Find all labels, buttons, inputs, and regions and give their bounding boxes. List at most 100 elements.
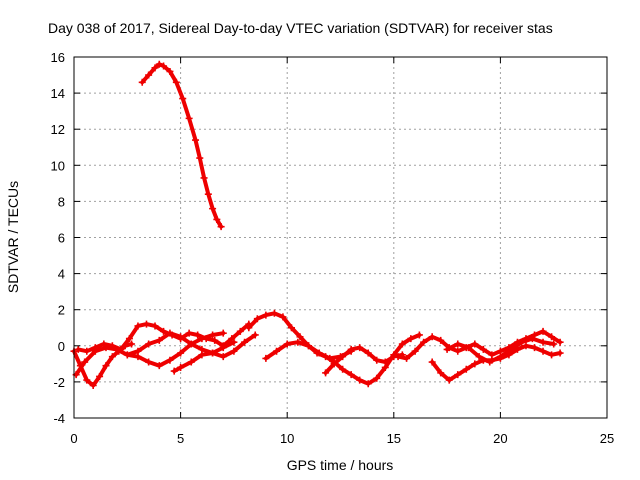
data-point-marker — [531, 344, 539, 352]
data-point-marker — [253, 315, 261, 323]
data-point-marker — [155, 60, 163, 68]
x-axis-label: GPS time / hours — [287, 457, 394, 473]
data-point-marker — [443, 345, 451, 353]
y-tick-label: 10 — [51, 158, 65, 173]
data-point-marker — [471, 340, 479, 348]
data-point-marker — [394, 353, 402, 361]
data-point-marker — [155, 336, 163, 344]
y-tick-label: 0 — [58, 339, 65, 354]
data-point-marker — [251, 331, 259, 339]
data-point-marker — [241, 338, 249, 346]
data-point-marker — [179, 95, 187, 103]
data-point-marker — [313, 349, 321, 357]
data-point-marker — [134, 347, 142, 355]
data-point-marker — [339, 365, 347, 373]
data-point-marker — [166, 67, 174, 75]
data-point-marker — [209, 205, 217, 213]
data-point-marker — [556, 349, 564, 357]
y-tick-label: 16 — [51, 50, 65, 65]
data-point-marker — [217, 223, 225, 231]
data-point-marker — [230, 347, 238, 355]
data-point-marker — [475, 353, 483, 361]
series-layer — [70, 60, 564, 390]
data-point-marker — [145, 358, 153, 366]
x-tick-label: 25 — [600, 431, 614, 446]
data-point-marker — [262, 311, 270, 319]
data-point-marker — [219, 329, 227, 337]
data-point-marker — [108, 353, 116, 361]
data-point-marker — [273, 347, 281, 355]
data-point-marker — [91, 344, 99, 352]
x-tick-label: 15 — [387, 431, 401, 446]
data-point-marker — [364, 349, 372, 357]
data-point-marker — [479, 345, 487, 353]
data-point-marker — [202, 335, 210, 343]
data-point-marker — [373, 356, 381, 364]
grid-layer — [74, 57, 607, 418]
data-point-marker — [151, 322, 159, 330]
data-point-marker — [125, 335, 133, 343]
data-point-marker — [428, 333, 436, 341]
data-point-marker — [550, 340, 558, 348]
data-point-marker — [403, 354, 411, 362]
data-point-marker — [381, 358, 389, 366]
data-point-marker — [522, 342, 530, 350]
data-point-marker — [177, 349, 185, 357]
data-point-marker — [187, 340, 195, 348]
data-point-marker — [196, 154, 204, 162]
data-point-marker — [305, 342, 313, 350]
data-point-marker — [83, 347, 91, 355]
data-point-marker — [373, 374, 381, 382]
data-point-marker — [81, 358, 89, 366]
series-line — [140, 62, 224, 229]
data-point-marker — [415, 331, 423, 339]
data-point-marker — [185, 329, 193, 337]
data-point-marker — [230, 338, 238, 346]
data-point-marker — [166, 329, 174, 337]
series-7 — [245, 309, 423, 388]
y-tick-label: 4 — [58, 267, 65, 282]
data-point-marker — [228, 335, 236, 343]
data-point-marker — [138, 78, 146, 86]
data-point-marker — [287, 324, 295, 332]
data-point-marker — [445, 376, 453, 384]
data-point-marker — [192, 136, 200, 144]
y-tick-label: 14 — [51, 86, 65, 101]
series-3 — [74, 320, 253, 355]
y-tick-label: -4 — [53, 411, 65, 426]
data-point-marker — [270, 309, 278, 317]
data-point-marker — [486, 358, 494, 366]
data-point-marker — [142, 320, 150, 328]
data-point-marker — [407, 335, 415, 343]
series-4 — [123, 329, 238, 359]
data-point-marker — [96, 372, 104, 380]
data-point-marker — [102, 362, 110, 370]
data-point-marker — [347, 345, 355, 353]
data-point-marker — [89, 382, 97, 390]
y-tick-label: 2 — [58, 303, 65, 318]
data-point-marker — [194, 331, 202, 339]
tick-layer: -4 -2 0 2 4 6 8 10 12 14 16 0 5 10 15 20 25 — [51, 50, 615, 446]
data-point-marker — [437, 336, 445, 344]
data-point-marker — [170, 367, 178, 375]
data-point-marker — [145, 71, 153, 79]
data-point-marker — [347, 371, 355, 379]
data-point-marker — [219, 344, 227, 352]
series-line — [323, 345, 405, 375]
data-point-marker — [100, 340, 108, 348]
data-point-marker — [262, 354, 270, 362]
series-5 — [170, 331, 259, 375]
data-point-marker — [496, 353, 504, 361]
data-point-marker — [279, 313, 287, 321]
y-tick-label: 8 — [58, 194, 65, 209]
data-point-marker — [539, 338, 547, 346]
data-point-marker — [454, 340, 462, 348]
data-point-marker — [507, 345, 515, 353]
x-tick-label: 20 — [493, 431, 507, 446]
data-point-marker — [356, 376, 364, 384]
series-8 — [322, 344, 406, 377]
data-point-marker — [160, 62, 168, 70]
y-tick-label: 6 — [58, 231, 65, 246]
data-point-marker — [177, 363, 185, 371]
data-point-marker — [145, 340, 153, 348]
